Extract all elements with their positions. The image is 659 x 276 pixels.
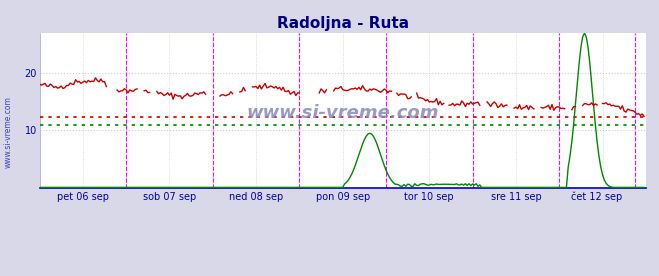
Text: www.si-vreme.com: www.si-vreme.com [3,97,13,168]
Text: www.si-vreme.com: www.si-vreme.com [246,105,439,123]
Legend: temperatura[C], pretok[m3/s]: temperatura[C], pretok[m3/s] [282,274,403,276]
Title: Radoljna - Ruta: Radoljna - Ruta [277,15,409,31]
